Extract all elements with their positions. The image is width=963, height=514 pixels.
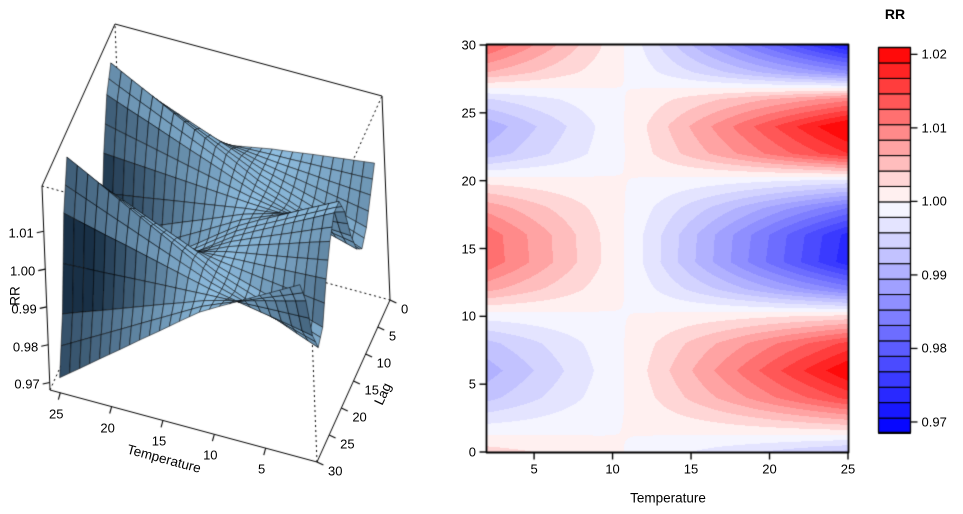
- colorbar-tick-label: 1.01: [921, 120, 947, 136]
- surface-z-tick-label: 0.99: [11, 301, 37, 317]
- contour-x-tick-label: 5: [530, 461, 538, 477]
- contour-x-tick-label: 15: [683, 461, 699, 477]
- surface-y-tick-label: 15: [364, 382, 379, 398]
- colorbar-tick-label: 1.02: [921, 46, 947, 62]
- surface-y-tick-label: 0: [401, 301, 409, 317]
- colorbar-tick-label: 0.99: [921, 267, 947, 283]
- contour-y-tick-label: 30: [461, 37, 476, 53]
- surface-x-tick-label: 15: [151, 433, 167, 449]
- colorbar-tick-label: 0.98: [921, 340, 947, 356]
- contour-y-tick-label: 15: [461, 241, 476, 256]
- colorbar-title: RR: [884, 6, 906, 22]
- colorbar-tick-label: 1.00: [921, 193, 947, 209]
- surface-z-axis-title: RR: [7, 286, 23, 306]
- surface-x-tick-label: 10: [203, 447, 218, 463]
- contour-x-axis-title: Temperature: [630, 490, 706, 506]
- contour-y-tick-label: 5: [468, 376, 476, 392]
- surface-z-tick-label: 1.00: [9, 263, 36, 279]
- contour-x-tick-label: 10: [605, 461, 620, 477]
- colorbar-tick-label: 0.97: [921, 414, 947, 430]
- contour-y-tick-label: 20: [461, 173, 476, 189]
- surface-z-tick-label: 0.98: [12, 339, 39, 355]
- surface-x-tick-label: 25: [49, 406, 64, 422]
- contour-x-tick-label: 25: [840, 461, 856, 477]
- contour-y-tick-label: 25: [461, 105, 476, 121]
- surface-y-tick-label: 30: [328, 463, 343, 479]
- contour-y-tick-label: 0: [468, 444, 476, 460]
- contour-y-tick-label: 10: [461, 308, 476, 324]
- surface-z-tick-label: 0.97: [14, 376, 40, 392]
- surface-z-tick-label: 1.01: [8, 225, 34, 241]
- surface-y-tick-label: 25: [340, 436, 355, 452]
- contour-x-tick-label: 20: [762, 461, 777, 477]
- surface-y-tick-label: 10: [376, 355, 392, 371]
- surface-y-tick-label: 5: [388, 328, 397, 344]
- surface-x-tick-label: 5: [258, 461, 266, 477]
- surface-x-tick-label: 20: [100, 420, 115, 436]
- surface-y-tick-label: 20: [352, 409, 367, 425]
